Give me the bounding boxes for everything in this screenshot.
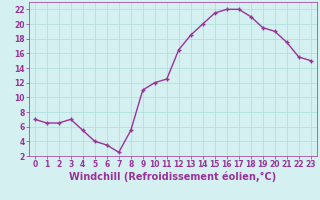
X-axis label: Windchill (Refroidissement éolien,°C): Windchill (Refroidissement éolien,°C): [69, 172, 276, 182]
